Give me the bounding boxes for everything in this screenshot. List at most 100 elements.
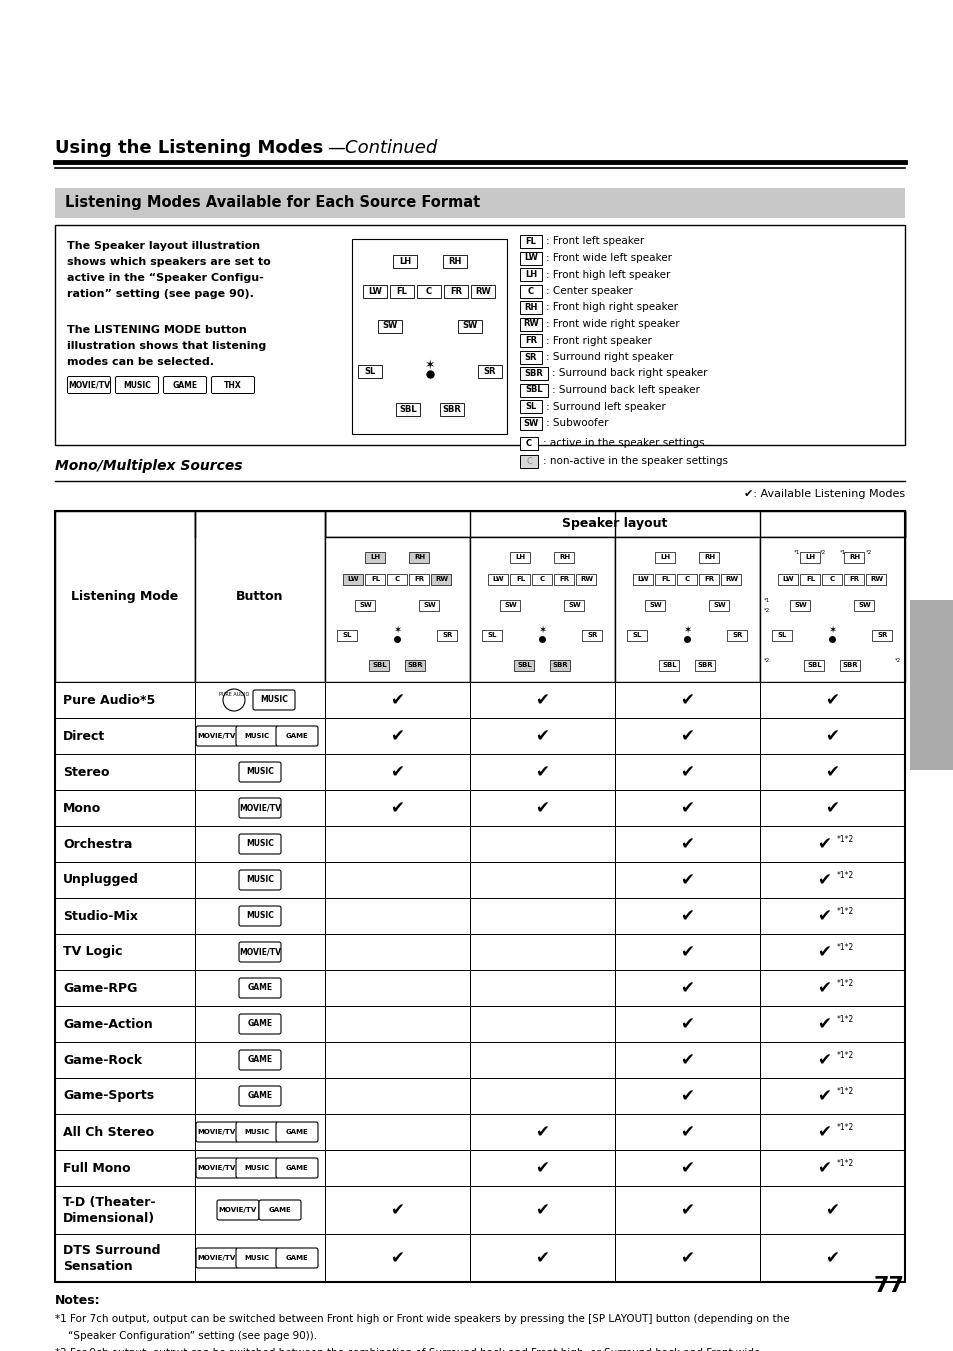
- Bar: [760, 825, 904, 862]
- Bar: [532, 574, 552, 585]
- Bar: [325, 1115, 470, 1150]
- Text: *1 For 7ch output, output can be switched between Front high or Front wide speak: *1 For 7ch output, output can be switche…: [55, 1315, 789, 1324]
- Text: FL: FL: [805, 576, 814, 582]
- Bar: [431, 574, 451, 585]
- Bar: [514, 659, 534, 670]
- Text: SL: SL: [632, 632, 641, 638]
- Text: RH: RH: [558, 554, 570, 561]
- Text: LH: LH: [370, 554, 380, 561]
- Bar: [194, 1115, 325, 1150]
- Bar: [510, 551, 530, 562]
- Bar: [325, 1042, 470, 1078]
- Bar: [564, 600, 584, 611]
- Bar: [470, 1233, 615, 1282]
- FancyBboxPatch shape: [195, 725, 237, 746]
- Text: ✔: ✔: [679, 798, 694, 817]
- Text: MUSIC: MUSIC: [260, 696, 288, 704]
- Text: FR: FR: [524, 336, 537, 345]
- Bar: [720, 574, 740, 585]
- FancyBboxPatch shape: [163, 377, 206, 393]
- Text: MUSIC: MUSIC: [244, 1165, 270, 1171]
- Bar: [760, 717, 904, 754]
- Text: MUSIC: MUSIC: [246, 875, 274, 885]
- Bar: [443, 285, 468, 297]
- Bar: [854, 600, 874, 611]
- Bar: [840, 659, 860, 670]
- Text: SL: SL: [364, 366, 375, 376]
- Bar: [800, 551, 820, 562]
- Text: SW: SW: [382, 322, 397, 331]
- Bar: [325, 511, 904, 536]
- Text: Dimensional): Dimensional): [63, 1212, 155, 1225]
- Bar: [439, 403, 463, 416]
- Text: ✶: ✶: [393, 626, 401, 635]
- FancyBboxPatch shape: [216, 1200, 258, 1220]
- Text: Stereo: Stereo: [63, 766, 110, 778]
- FancyBboxPatch shape: [239, 762, 281, 782]
- Text: *1*2: *1*2: [836, 943, 853, 952]
- Bar: [843, 574, 863, 585]
- Bar: [194, 1042, 325, 1078]
- Text: *1*2: *1*2: [836, 1088, 853, 1097]
- Text: LH: LH: [659, 554, 670, 561]
- Text: ✔: ✔: [817, 907, 831, 925]
- Bar: [55, 1078, 194, 1115]
- Bar: [709, 600, 729, 611]
- Text: ✔: ✔: [679, 1250, 694, 1267]
- Bar: [519, 235, 541, 249]
- FancyBboxPatch shape: [239, 942, 281, 962]
- Text: active in the “Speaker Configu-: active in the “Speaker Configu-: [67, 273, 263, 282]
- Text: SBL: SBL: [525, 385, 542, 394]
- Bar: [803, 659, 823, 670]
- Text: *2: *2: [864, 550, 871, 555]
- FancyBboxPatch shape: [239, 907, 281, 925]
- Bar: [363, 285, 387, 297]
- Text: ✔: ✔: [535, 763, 549, 781]
- Text: ✔: ✔: [679, 907, 694, 925]
- Text: The Speaker layout illustration: The Speaker layout illustration: [67, 240, 260, 251]
- Bar: [470, 898, 615, 934]
- Text: LW: LW: [368, 286, 381, 296]
- Text: *2: *2: [763, 658, 769, 663]
- Bar: [55, 1006, 194, 1042]
- Text: SBL: SBL: [806, 662, 821, 667]
- Text: *2: *2: [819, 550, 824, 555]
- Bar: [615, 536, 760, 682]
- Bar: [582, 630, 602, 640]
- Text: FL: FL: [525, 236, 536, 246]
- Text: *2: *2: [894, 658, 900, 663]
- Text: ✔: ✔: [679, 690, 694, 709]
- Text: Mono/Multiplex Sources: Mono/Multiplex Sources: [55, 459, 242, 473]
- Text: *2: *2: [763, 608, 769, 612]
- Text: ✔: ✔: [824, 763, 839, 781]
- Bar: [519, 416, 541, 430]
- Bar: [325, 1078, 470, 1115]
- Bar: [519, 455, 537, 467]
- Bar: [760, 1233, 904, 1282]
- Bar: [390, 285, 414, 297]
- Bar: [194, 754, 325, 790]
- Bar: [519, 317, 541, 331]
- Text: GAME: GAME: [247, 1020, 273, 1028]
- Bar: [55, 898, 194, 934]
- Text: Full Mono: Full Mono: [63, 1162, 131, 1174]
- Bar: [519, 350, 541, 363]
- Text: ✶: ✶: [682, 626, 691, 635]
- Bar: [55, 511, 904, 1282]
- Bar: [325, 1186, 470, 1233]
- Bar: [760, 1006, 904, 1042]
- Bar: [470, 717, 615, 754]
- Bar: [655, 574, 675, 585]
- FancyBboxPatch shape: [235, 1158, 277, 1178]
- Text: ✔: ✔: [679, 1015, 694, 1034]
- Bar: [343, 574, 363, 585]
- Bar: [194, 1150, 325, 1186]
- Bar: [615, 934, 760, 970]
- Bar: [677, 574, 697, 585]
- Text: Pure Audio*5: Pure Audio*5: [63, 693, 155, 707]
- Text: SW: SW: [423, 603, 436, 608]
- Text: MOVIE/TV: MOVIE/TV: [218, 1206, 257, 1213]
- Text: ✔: ✔: [679, 979, 694, 997]
- Bar: [800, 574, 820, 585]
- Text: ✔: ✔: [817, 943, 831, 961]
